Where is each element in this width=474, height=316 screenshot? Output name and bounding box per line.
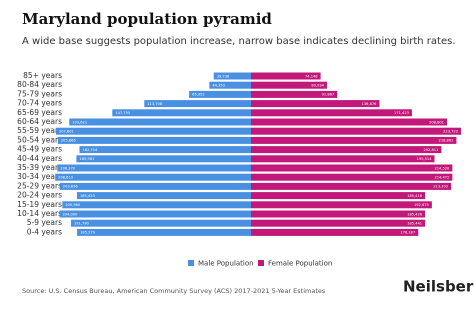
bar xyxy=(76,192,252,200)
value-label: 214,520 xyxy=(434,166,450,170)
bar xyxy=(251,146,442,154)
legend-label: Male Population xyxy=(198,260,254,268)
y-tick-label: 50-54 years xyxy=(17,135,62,144)
value-label: 185,441 xyxy=(407,222,422,226)
bar xyxy=(251,219,426,227)
value-label: 206,370 xyxy=(60,166,76,170)
y-tick-label: 75-79 years xyxy=(17,89,62,98)
value-label: 39,736 xyxy=(217,74,230,78)
bar xyxy=(251,72,321,80)
bar xyxy=(55,127,251,135)
value-label: 193,621 xyxy=(72,120,87,124)
value-label: 208,619 xyxy=(58,176,74,180)
value-label: 185,423 xyxy=(80,194,95,198)
y-tick-label: 45-49 years xyxy=(17,145,62,154)
value-label: 136,876 xyxy=(362,102,378,106)
value-label: 182,714 xyxy=(82,148,98,152)
value-label: 80,934 xyxy=(311,84,324,88)
bar xyxy=(57,164,251,172)
bar xyxy=(251,81,327,89)
y-tick-label: 80-84 years xyxy=(17,80,62,89)
bar xyxy=(251,228,419,236)
value-label: 192,675 xyxy=(414,203,429,207)
bar xyxy=(251,127,461,135)
value-label: 171,423 xyxy=(394,111,409,115)
bar xyxy=(59,182,252,190)
value-label: 91,867 xyxy=(322,93,335,97)
value-label: 185,416 xyxy=(407,194,423,198)
bar xyxy=(251,182,452,190)
y-tick-label: 15-19 years xyxy=(17,200,62,209)
bar xyxy=(251,155,435,163)
y-tick-label: 10-14 years xyxy=(17,209,62,218)
value-label: 44,353 xyxy=(212,84,225,88)
brand-logo: Neilsberg xyxy=(403,278,474,296)
y-tick-label: 0-4 years xyxy=(27,227,62,236)
bar xyxy=(251,192,426,200)
value-label: 208,801 xyxy=(429,120,444,124)
bar xyxy=(76,155,252,163)
bar xyxy=(251,136,457,144)
bar xyxy=(251,201,432,209)
y-tick-label: 20-24 years xyxy=(17,191,62,200)
bar xyxy=(112,109,252,117)
y-tick-label: 30-34 years xyxy=(17,172,62,181)
y-tick-label: 60-64 years xyxy=(17,117,62,126)
y-tick-label: 25-29 years xyxy=(17,181,62,190)
bar xyxy=(251,173,453,181)
bar xyxy=(79,146,252,154)
value-label: 202,811 xyxy=(423,148,438,152)
value-label: 185,426 xyxy=(407,212,423,216)
bar xyxy=(251,90,338,98)
value-label: 204,000 xyxy=(63,212,79,216)
y-tick-label: 85+ years xyxy=(23,71,62,80)
chart-subtitle: A wide base suggests population increase… xyxy=(22,36,456,47)
legend-swatch xyxy=(188,260,194,266)
bar xyxy=(69,118,251,126)
bar xyxy=(57,136,251,144)
bar xyxy=(144,100,251,108)
y-tick-label: 40-44 years xyxy=(17,154,62,163)
bar xyxy=(213,72,251,80)
value-label: 195,514 xyxy=(417,157,433,161)
bar xyxy=(251,109,412,117)
bar xyxy=(209,81,251,89)
value-label: 223,722 xyxy=(443,130,458,134)
value-label: 213,202 xyxy=(433,185,448,189)
value-label: 205,866 xyxy=(61,139,77,143)
y-tick-label: 65-69 years xyxy=(17,108,62,117)
legend-swatch xyxy=(258,260,264,266)
bar xyxy=(251,118,447,126)
value-label: 178,187 xyxy=(400,231,415,235)
value-label: 191,790 xyxy=(74,222,90,226)
bar xyxy=(59,210,251,218)
bar xyxy=(62,201,251,209)
value-label: 200,960 xyxy=(65,203,81,207)
y-tick-label: 55-59 years xyxy=(17,126,62,135)
value-label: 74,148 xyxy=(305,74,318,78)
bar xyxy=(251,100,380,108)
y-tick-label: 35-39 years xyxy=(17,163,62,172)
value-label: 185,279 xyxy=(80,231,96,235)
value-label: 65,952 xyxy=(192,93,205,97)
value-label: 113,708 xyxy=(147,102,163,106)
value-label: 203,696 xyxy=(63,185,79,189)
y-tick-label: 70-74 years xyxy=(17,99,62,108)
bar xyxy=(251,164,453,172)
bar xyxy=(77,228,251,236)
value-label: 218,861 xyxy=(439,139,454,143)
y-tick-label: 5-9 years xyxy=(27,218,62,227)
value-label: 207,801 xyxy=(59,130,74,134)
bar xyxy=(70,219,251,227)
bar xyxy=(189,90,251,98)
value-label: 214,472 xyxy=(434,176,449,180)
value-label: 147,755 xyxy=(115,111,130,115)
chart-title: Maryland population pyramid xyxy=(22,10,272,28)
bar xyxy=(251,210,426,218)
bar xyxy=(55,173,252,181)
value-label: 185,981 xyxy=(79,157,94,161)
source: Source: U.S. Census Bureau, American Com… xyxy=(22,287,326,295)
legend-label: Female Population xyxy=(268,260,332,268)
